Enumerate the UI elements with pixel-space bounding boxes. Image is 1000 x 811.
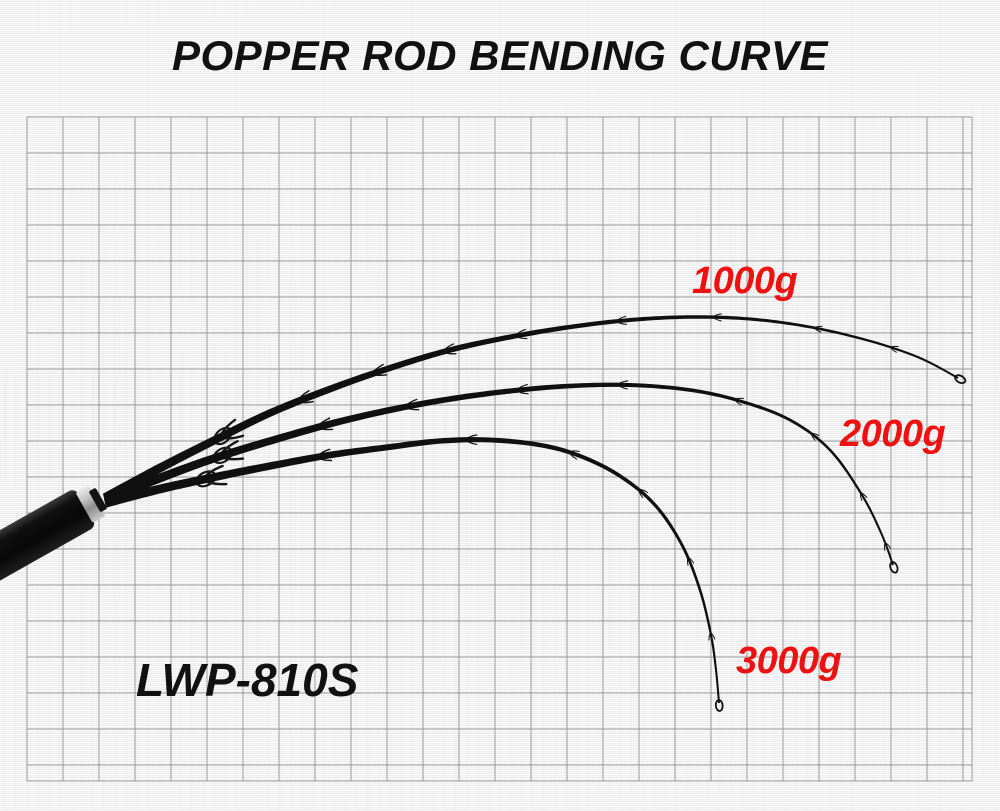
load-label-3000g: 3000g (736, 640, 842, 682)
handle-collar (89, 488, 107, 512)
handle-ferrule (76, 486, 105, 523)
rod-tip-top-1000g (954, 374, 967, 385)
tip-top-ring (889, 561, 899, 574)
load-label-1000g: 1000g (692, 260, 798, 302)
model-name: LWP-810S (136, 654, 359, 706)
curve-1000g (102, 313, 967, 503)
tip-top-ring (954, 374, 967, 385)
curve-2000g (103, 380, 899, 574)
curve-1000g-blank (102, 315, 959, 503)
handle-grip (0, 490, 95, 595)
curve-3000g (103, 434, 724, 712)
rod-tip-top-2000g (889, 561, 899, 574)
page-title: POPPER ROD BENDING CURVE (171, 32, 829, 79)
rod-handle (0, 486, 107, 595)
curve-2000g-blank (103, 382, 894, 566)
load-label-2000g: 2000g (840, 413, 946, 455)
